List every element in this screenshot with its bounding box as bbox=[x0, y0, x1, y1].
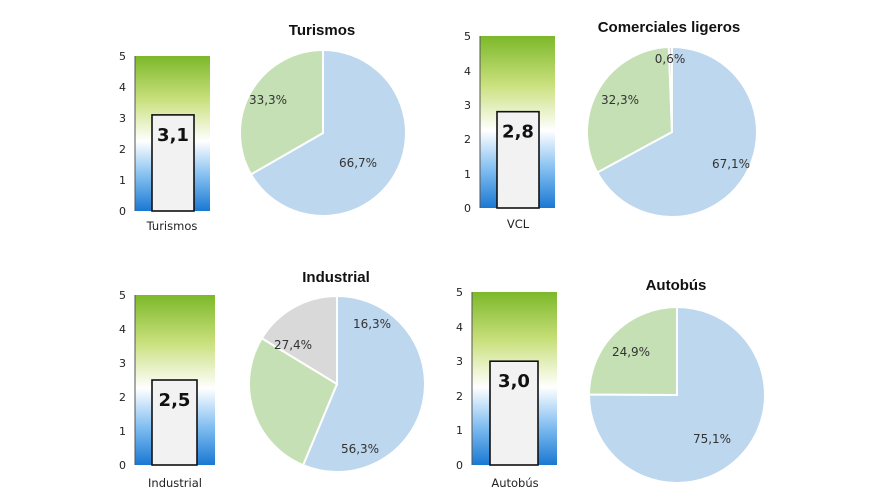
bar-category-label: VCL bbox=[507, 217, 530, 231]
pie-chart: 66,7% 33,3% bbox=[239, 48, 407, 217]
y-tick: 0 bbox=[464, 202, 471, 215]
pie-slice-label: 16,3% bbox=[353, 317, 391, 331]
y-tick: 3 bbox=[456, 355, 463, 368]
panel-comerciales-ligeros: Comerciales ligeros 5 4 3 2 1 0 VCL 2,8 … bbox=[464, 19, 758, 231]
pie-slice-label: 56,3% bbox=[341, 442, 379, 456]
y-tick: 5 bbox=[456, 286, 463, 299]
pie-title: Industrial bbox=[302, 269, 370, 286]
pie-slice bbox=[249, 48, 407, 217]
bar-category-label: Autobús bbox=[491, 476, 538, 490]
pie-slice-label: 27,4% bbox=[274, 338, 312, 352]
y-tick: 5 bbox=[464, 30, 471, 43]
y-tick: 0 bbox=[456, 459, 463, 472]
pie-slice bbox=[587, 305, 678, 397]
gauge-bar-chart: 5 4 3 2 1 0 Autobús 3,0 bbox=[456, 286, 557, 490]
pie-slice-label: 75,1% bbox=[693, 432, 731, 446]
pie-slice-label: 67,1% bbox=[712, 157, 750, 171]
pie-slice-label: 32,3% bbox=[601, 93, 639, 107]
y-tick: 1 bbox=[119, 174, 126, 187]
bar-value-label: 3,1 bbox=[157, 125, 189, 146]
y-tick: 1 bbox=[456, 424, 463, 437]
pie-slice-label: 24,9% bbox=[612, 345, 650, 359]
panel-turismos: Turismos 5 4 3 2 1 0 Turismos 3,1 66,7% … bbox=[119, 22, 407, 233]
y-tick: 4 bbox=[464, 65, 471, 78]
y-tick: 2 bbox=[119, 143, 126, 156]
y-tick: 2 bbox=[119, 391, 126, 404]
pie-slice bbox=[667, 45, 673, 133]
pie-slice bbox=[248, 336, 339, 467]
panel-autobus: Autobús 5 4 3 2 1 0 Autobús 3,0 75,1% 24… bbox=[456, 277, 766, 490]
bar-category-label: Turismos bbox=[146, 219, 198, 233]
pie-slice bbox=[587, 305, 766, 484]
gauge-bar-chart: 5 4 3 2 1 0 Industrial 2,5 bbox=[119, 289, 215, 490]
pie-slice bbox=[260, 294, 338, 386]
bar-category-label: Industrial bbox=[148, 476, 202, 490]
y-tick: 1 bbox=[464, 168, 471, 181]
y-tick: 0 bbox=[119, 205, 126, 218]
pie-slice-label: 0,6% bbox=[655, 52, 686, 66]
bar-value-label: 3,0 bbox=[498, 371, 530, 392]
pie-chart: 56,3% 27,4% 16,3% bbox=[248, 294, 426, 473]
pie-title: Autobús bbox=[646, 277, 707, 294]
bar-value-label: 2,8 bbox=[502, 122, 534, 143]
pie-slice-label: 33,3% bbox=[249, 93, 287, 107]
pie-chart: 75,1% 24,9% bbox=[587, 305, 766, 484]
gauge-bar-chart: 5 4 3 2 1 0 VCL 2,8 bbox=[464, 30, 555, 231]
bar bbox=[151, 379, 198, 466]
y-tick: 3 bbox=[119, 357, 126, 370]
y-tick: 4 bbox=[119, 81, 126, 94]
bar bbox=[496, 110, 540, 209]
y-tick: 2 bbox=[456, 390, 463, 403]
gauge-bar-chart: 5 4 3 2 1 0 Turismos 3,1 bbox=[119, 50, 210, 233]
y-tick: 4 bbox=[456, 321, 463, 334]
bar-value-label: 2,5 bbox=[159, 390, 191, 411]
y-tick: 3 bbox=[119, 112, 126, 125]
y-tick: 5 bbox=[119, 50, 126, 63]
pie-slice bbox=[301, 294, 426, 473]
pie-chart: 67,1% 32,3% 0,6% bbox=[586, 45, 758, 218]
y-tick: 3 bbox=[464, 99, 471, 112]
y-tick: 1 bbox=[119, 425, 126, 438]
y-tick: 2 bbox=[464, 133, 471, 146]
panel-industrial: Industrial 5 4 3 2 1 0 Industrial 2,5 56… bbox=[119, 269, 426, 490]
pie-title: Comerciales ligeros bbox=[598, 19, 741, 36]
pie-slice bbox=[586, 46, 674, 174]
pie-title: Turismos bbox=[289, 22, 355, 39]
pie-slice bbox=[595, 45, 758, 218]
y-tick: 5 bbox=[119, 289, 126, 302]
pie-slice bbox=[239, 48, 324, 176]
y-tick: 0 bbox=[119, 459, 126, 472]
pie-slice-label: 66,7% bbox=[339, 156, 377, 170]
bar bbox=[489, 360, 539, 466]
bar bbox=[151, 114, 195, 212]
y-tick: 4 bbox=[119, 323, 126, 336]
